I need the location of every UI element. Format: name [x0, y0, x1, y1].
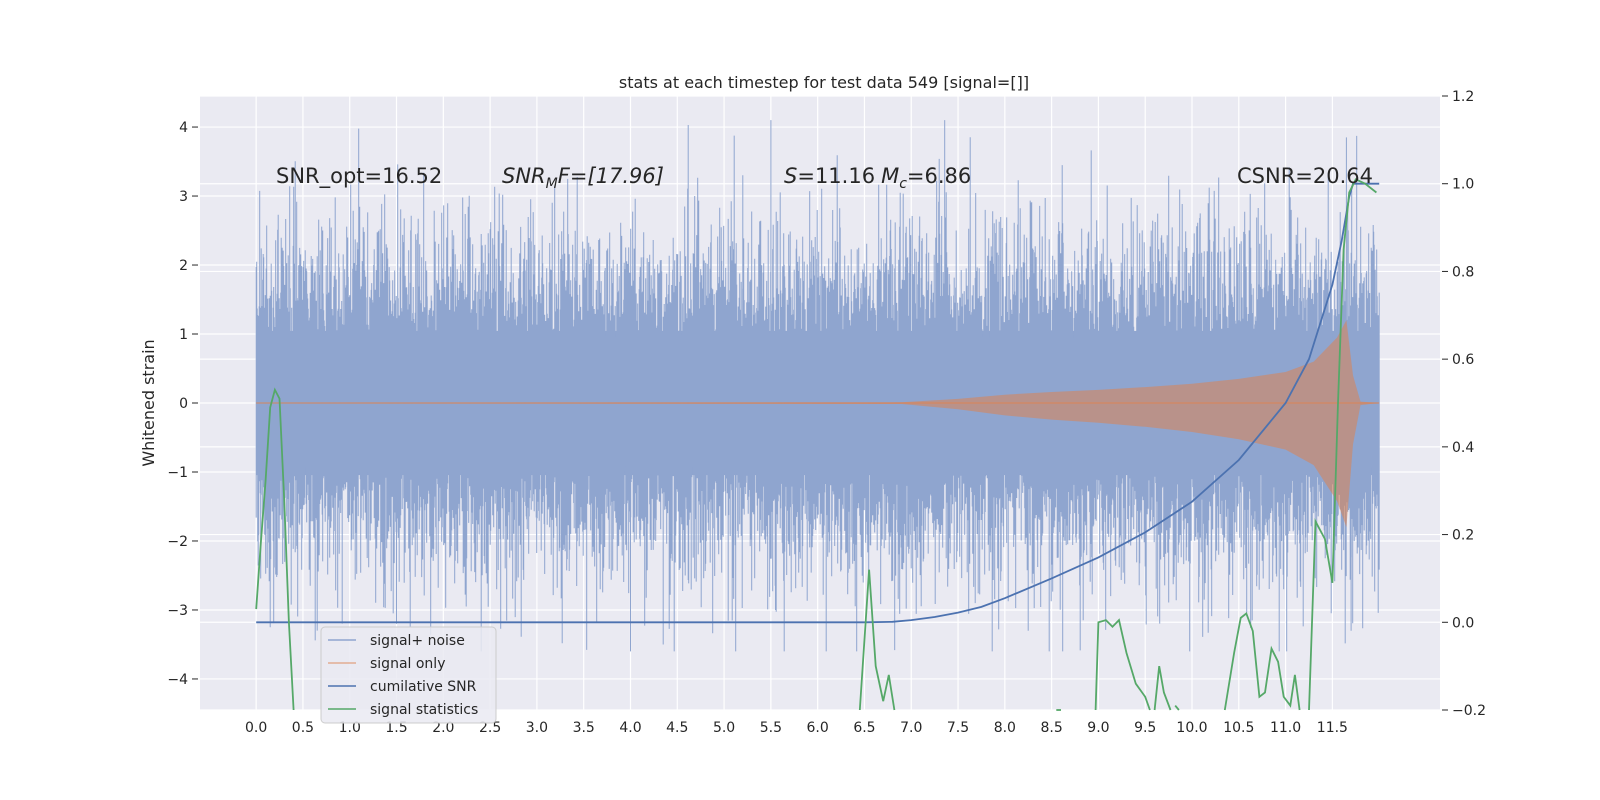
series-signal-only	[256, 320, 1380, 528]
legend: signal+ noise signal only cumilative SNR…	[320, 626, 497, 724]
y-tick-label: −3	[167, 603, 188, 619]
x-tick-label: 2.0	[432, 720, 454, 736]
annotation-s-rest: =11.16	[797, 164, 875, 188]
x-tick-label: 9.0	[1087, 720, 1109, 736]
x-tick-label: 1.0	[339, 720, 361, 736]
x-tick-label: 4.0	[619, 720, 641, 736]
annotation-s-mc: S=11.16 Mc=6.86	[784, 164, 971, 192]
y-tick-label: −1	[167, 465, 188, 481]
legend-label-cumilative-snr: cumilative SNR	[370, 679, 477, 695]
series-cumilative-snr	[256, 182, 1380, 624]
y-tick-label: −2	[167, 534, 188, 550]
signal-statistics-line	[1094, 618, 1151, 711]
y2-tick-label: 0.2	[1452, 528, 1474, 544]
chart-title: stats at each timestep for test data 549…	[619, 73, 1029, 92]
x-tick-label: 5.0	[713, 720, 735, 736]
annotation-csnr: CSNR=20.64	[1237, 164, 1373, 188]
annotation-mc-sub: c	[899, 176, 907, 192]
x-tick-label: 8.5	[1040, 720, 1062, 736]
y2-tick-label: 1.0	[1452, 177, 1474, 193]
x-tick-label: 1.5	[385, 720, 407, 736]
y-tick-label: −4	[167, 672, 188, 688]
y-axis-left: −4 −3 −2 −1 0 1 2 3 4	[167, 120, 198, 688]
y2-tick-label: 0.6	[1452, 352, 1474, 368]
annotation-snr-mf-main: SNR	[502, 164, 546, 188]
y-tick-label: 4	[179, 120, 188, 136]
x-tick-label: 3.0	[526, 720, 548, 736]
signal-statistics-line	[1223, 612, 1301, 711]
annotation-snr-opt: SNR_opt=16.52	[276, 164, 442, 189]
x-tick-label: 6.0	[807, 720, 829, 736]
x-tick-label: 8.0	[994, 720, 1016, 736]
y-tick-label: 0	[179, 396, 188, 412]
y2-tick-label: 0.4	[1452, 440, 1474, 456]
legend-box	[320, 626, 497, 724]
y2-tick-label: −0.2	[1452, 703, 1486, 719]
annotation-snr-mf-sub: M	[546, 176, 558, 192]
x-axis: 0.0 0.5 1.0 1.5 2.0 2.5 3.0 3.5 4.0 4.5 5.0 5.5 6.0 6…	[245, 720, 1348, 736]
legend-label-signal-only: signal only	[370, 656, 445, 672]
y2-tick-label: 1.2	[1452, 89, 1474, 105]
x-tick-label: 11.5	[1317, 720, 1348, 736]
series-signal-statistics	[255, 178, 1377, 711]
signal-statistics-line	[1174, 705, 1180, 711]
x-tick-label: 4.5	[666, 720, 688, 736]
annotation-s-main: S	[784, 164, 797, 188]
y-tick-label: 3	[179, 189, 188, 205]
signal-only-envelope	[256, 320, 1380, 528]
annotation-mc-main: M	[881, 164, 899, 188]
y-axis-right: −0.2 0.0 0.2 0.4 0.6 0.8 1.0 1.2	[1442, 89, 1486, 719]
annotations: SNR_opt=16.52 SNRMF=[17.96] S=11.16 Mc=6.…	[276, 164, 1373, 192]
signal-statistics-line	[255, 387, 295, 711]
x-tick-label: 10.0	[1176, 720, 1207, 736]
x-tick-label: 9.5	[1134, 720, 1156, 736]
x-tick-label: 6.5	[853, 720, 875, 736]
signal-statistics-line	[1153, 665, 1172, 711]
y-axis-label: Whitened strain	[139, 339, 158, 466]
signal-statistics-line	[858, 569, 896, 711]
x-tick-label: 7.5	[947, 720, 969, 736]
annotation-snr-mf: SNRMF=[17.96]	[502, 164, 664, 192]
plot-area	[200, 95, 1440, 711]
x-tick-label: 10.5	[1223, 720, 1254, 736]
y-tick-label: 2	[179, 258, 188, 274]
legend-label-signal-statistics: signal statistics	[370, 702, 478, 718]
x-tick-label: 3.5	[573, 720, 595, 736]
y2-tick-label: 0.8	[1452, 264, 1474, 280]
x-tick-label: 2.5	[479, 720, 501, 736]
x-tick-label: 7.0	[900, 720, 922, 736]
annotation-mc-rest: =6.86	[907, 164, 971, 188]
x-tick-label: 5.5	[760, 720, 782, 736]
legend-label-signal-plus-noise: signal+ noise	[370, 633, 465, 649]
y2-tick-label: 0.0	[1452, 615, 1474, 631]
signal-statistics-line	[1308, 178, 1377, 711]
x-tick-label: 0.0	[245, 720, 267, 736]
y-tick-label: 1	[179, 327, 188, 343]
x-tick-label: 0.5	[292, 720, 314, 736]
cumilative-snr-line	[256, 182, 1380, 624]
x-tick-label: 11.0	[1270, 720, 1301, 736]
annotation-snr-mf-rest: F=[17.96]	[558, 164, 664, 188]
